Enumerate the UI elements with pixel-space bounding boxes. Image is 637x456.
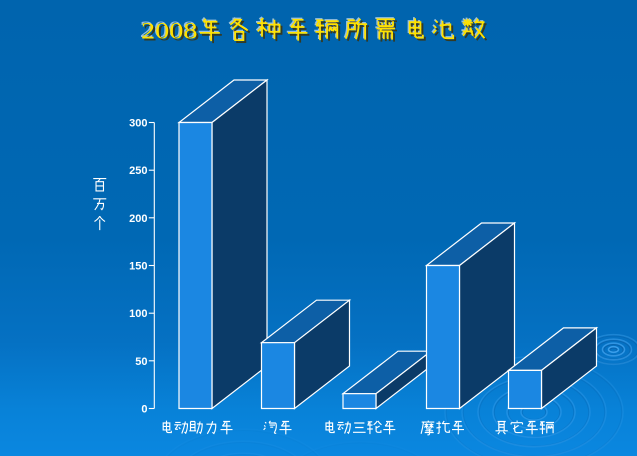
svg-text:200: 200 <box>129 213 147 225</box>
svg-text:0: 0 <box>141 404 147 416</box>
svg-text:250: 250 <box>129 165 147 177</box>
svg-text:2008: 2008 <box>141 18 198 44</box>
svg-text:2008: 2008 <box>140 17 197 43</box>
svg-text:50: 50 <box>135 356 147 368</box>
svg-text:150: 150 <box>129 261 147 273</box>
svg-text:2008: 2008 <box>143 20 200 46</box>
svg-text:300: 300 <box>129 118 147 130</box>
svg-text:100: 100 <box>129 308 147 320</box>
